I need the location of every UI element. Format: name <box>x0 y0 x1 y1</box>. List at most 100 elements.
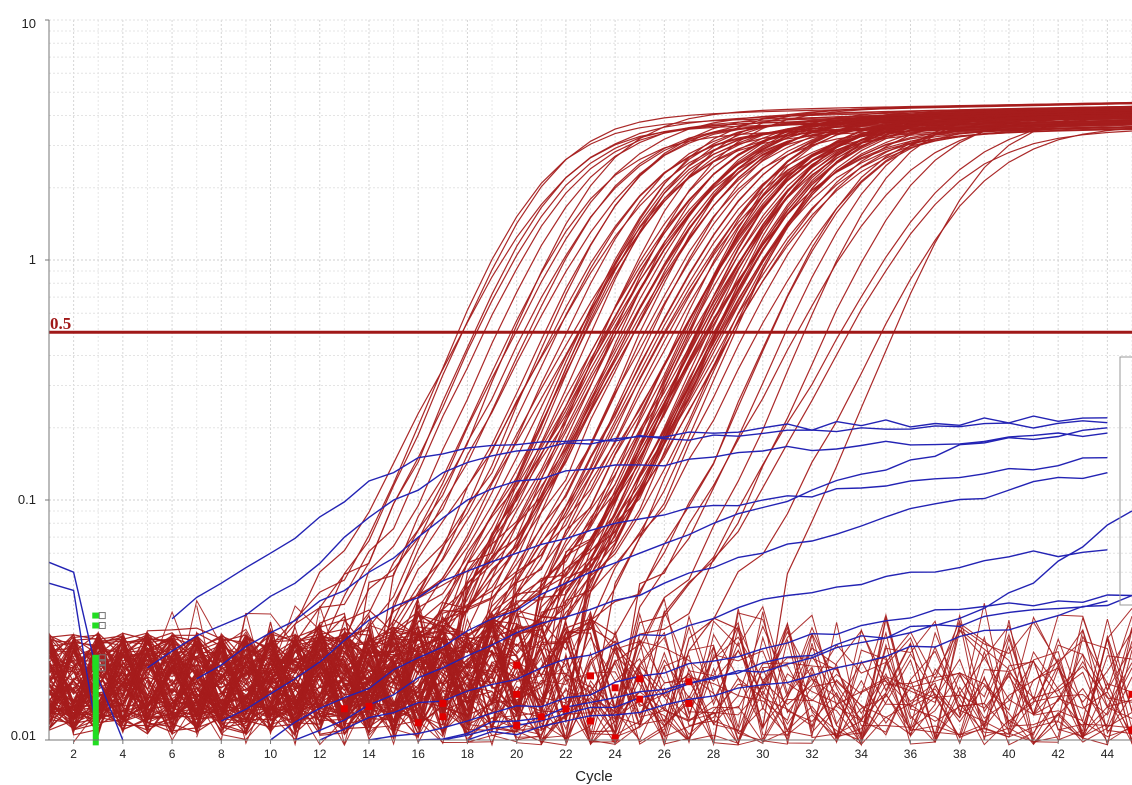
ct-marker-red <box>439 713 447 721</box>
ct-marker-red <box>1128 726 1132 734</box>
y-tick-label: 0.01 <box>11 728 36 743</box>
x-tick-label: 20 <box>510 747 524 761</box>
amplification-curve <box>48 102 1132 733</box>
x-tick-label: 34 <box>855 747 869 761</box>
legend-box-edge <box>1119 356 1132 606</box>
amplification-curve <box>48 126 1132 736</box>
x-tick-label: 44 <box>1101 747 1115 761</box>
axis-layer: 2 4 6 8 10 12 14 16 18 20 22 24 26 28 30 32 34 36 38 40 42 44… <box>11 16 1132 761</box>
ct-marker-red <box>1128 690 1132 698</box>
x-tick-label: 6 <box>169 747 176 761</box>
baseline-curve <box>171 621 1132 740</box>
x-tick-label: 16 <box>412 747 426 761</box>
ct-marker-red <box>636 695 644 703</box>
ct-marker-red <box>685 699 693 707</box>
amplification-curve <box>48 126 1132 737</box>
ct-marker-red <box>587 717 594 725</box>
amplification-curve <box>48 120 1132 737</box>
nonspecific-curve <box>418 600 1108 741</box>
baseline-curve <box>491 621 1132 746</box>
ct-marker-red <box>611 734 619 742</box>
amplification-curve <box>48 108 1132 725</box>
ct-marker-red <box>414 719 422 727</box>
ct-marker-red <box>685 678 693 686</box>
baseline-curve <box>442 609 1132 746</box>
baseline-curve <box>393 605 1132 745</box>
nonspecific-curve <box>442 510 1132 741</box>
baseline-curve <box>294 603 1132 747</box>
baseline-marker-outline <box>98 654 106 662</box>
x-tick-label: 18 <box>461 747 475 761</box>
ct-marker-red <box>513 721 521 729</box>
ct-marker-red <box>537 713 545 721</box>
x-tick-label: 4 <box>119 747 126 761</box>
baseline-curve <box>221 614 1132 747</box>
x-tick-label: 38 <box>953 747 967 761</box>
ct-marker-red <box>611 684 619 692</box>
amplification-curve <box>48 128 1132 728</box>
ct-marker-red <box>439 699 447 707</box>
baseline-curve <box>270 621 1132 745</box>
baseline-curve <box>196 624 1132 747</box>
nonspecific-curve <box>48 561 124 741</box>
x-tick-label: 2 <box>70 747 77 761</box>
x-tick-label: 10 <box>264 747 278 761</box>
marker-layer <box>92 612 1132 746</box>
baseline-curve <box>270 601 1132 747</box>
x-tick-label: 26 <box>658 747 672 761</box>
baseline-marker-outline <box>98 621 106 629</box>
baseline-marker-outline <box>98 664 106 672</box>
ct-marker-red <box>636 675 644 683</box>
amplification-curve <box>48 117 1132 720</box>
ct-marker-red <box>340 705 348 713</box>
amplification-curve <box>48 112 1132 736</box>
ct-marker-red <box>562 705 570 713</box>
nonspecific-curve <box>147 415 1108 669</box>
baseline-marker-green <box>92 612 100 619</box>
y-tick-label: 0.1 <box>18 492 36 507</box>
baseline-marker-green <box>92 654 100 661</box>
baseline-marker-outline <box>98 612 106 620</box>
baseline-marker-green <box>92 664 100 671</box>
ct-marker-red <box>513 661 521 669</box>
x-tick-label: 28 <box>707 747 721 761</box>
ct-marker-red <box>587 672 594 680</box>
x-tick-label: 8 <box>218 747 225 761</box>
nonspecific-curve <box>220 457 1108 722</box>
x-tick-label: 32 <box>805 747 819 761</box>
ct-marker-red <box>513 690 521 698</box>
x-tick-label: 24 <box>608 747 622 761</box>
baseline-marker-green <box>92 622 100 629</box>
x-tick-label: 12 <box>313 747 327 761</box>
baseline-curve <box>393 656 1132 746</box>
x-tick-label: 14 <box>362 747 376 761</box>
nonspecific-curve <box>196 432 1108 680</box>
baseline-marker-green <box>92 662 99 746</box>
amplification-curve <box>48 123 1132 732</box>
x-tick-label: 42 <box>1051 747 1065 761</box>
nonspecific-curve <box>368 594 1132 741</box>
amplification-curve <box>48 127 1132 737</box>
ct-marker-red <box>365 702 373 710</box>
amplification-curve <box>48 113 1132 734</box>
baseline-curve <box>122 599 1132 745</box>
amplification-curve <box>48 111 1132 730</box>
x-tick-label: 40 <box>1002 747 1016 761</box>
x-tick-label: 22 <box>559 747 573 761</box>
baseline-curve <box>196 605 1132 742</box>
x-tick-label: 30 <box>756 747 770 761</box>
nonspecific-curve <box>270 427 1108 741</box>
x-axis-title: Cycle <box>575 768 613 785</box>
nonspecific-curve <box>467 594 1132 741</box>
amplification-curve <box>48 114 1132 737</box>
baseline-marker-green <box>92 659 100 666</box>
y-tick-label: 10 <box>22 16 36 31</box>
nonspecific-curve <box>319 549 1108 741</box>
y-tick-label: 1 <box>29 252 36 267</box>
baseline-curve <box>73 628 1132 743</box>
x-tick-label: 36 <box>904 747 918 761</box>
baseline-marker-outline <box>98 659 106 667</box>
baseline-curve <box>417 628 1132 740</box>
curve-layer <box>48 101 1132 747</box>
